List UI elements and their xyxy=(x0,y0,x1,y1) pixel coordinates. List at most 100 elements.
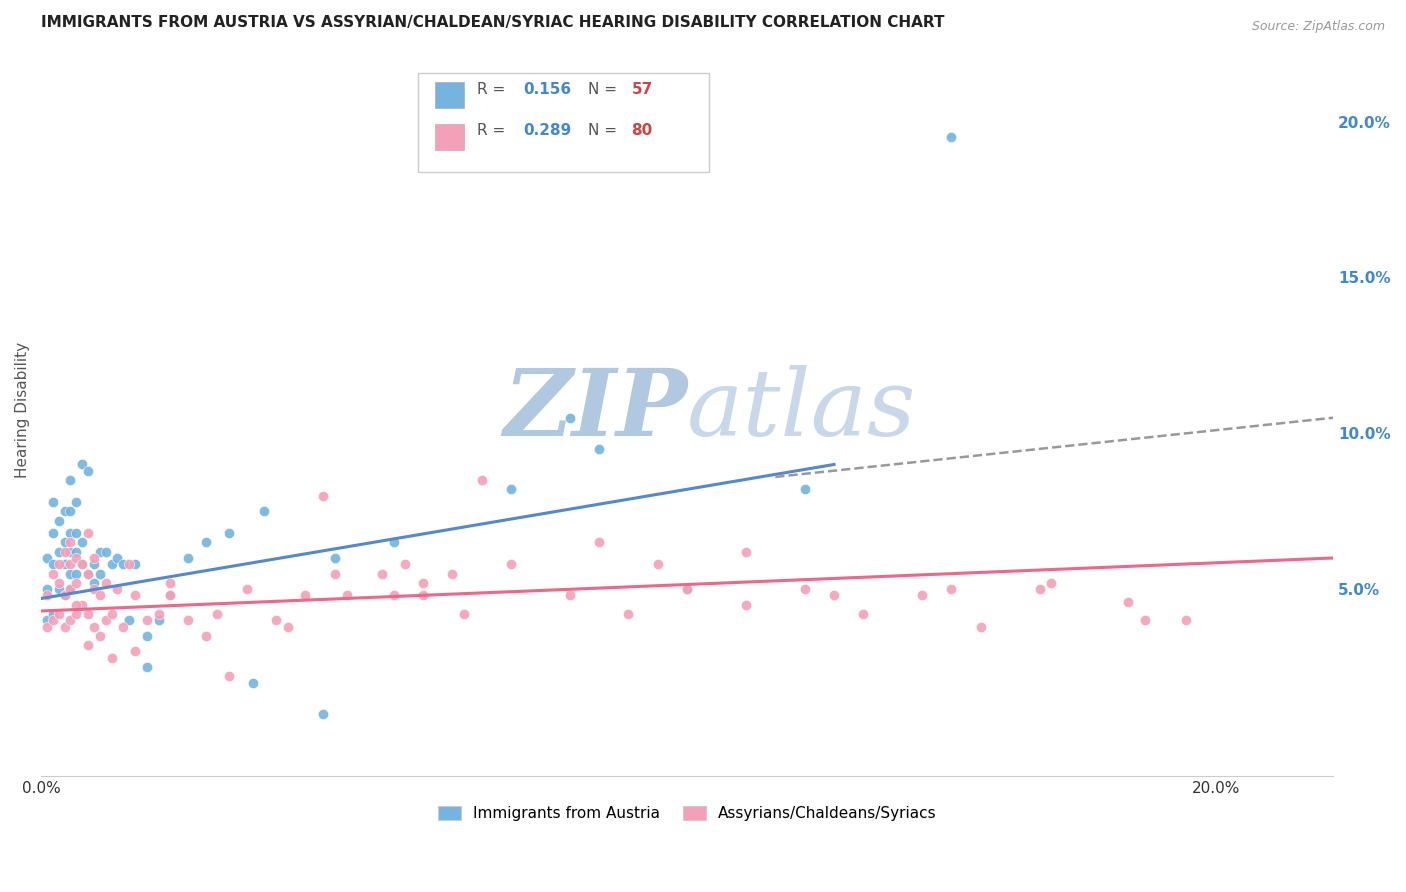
Point xyxy=(159,588,181,602)
Point xyxy=(676,582,699,596)
Text: 57: 57 xyxy=(631,81,652,96)
Point xyxy=(89,566,111,581)
Point xyxy=(371,566,394,581)
Text: IMMIGRANTS FROM AUSTRIA VS ASSYRIAN/CHALDEAN/SYRIAC HEARING DISABILITY CORRELATI: IMMIGRANTS FROM AUSTRIA VS ASSYRIAN/CHAL… xyxy=(41,15,945,30)
Text: 80: 80 xyxy=(631,123,652,138)
Point xyxy=(59,582,82,596)
Point xyxy=(970,619,993,633)
Y-axis label: Hearing Disability: Hearing Disability xyxy=(15,342,30,478)
Legend: Immigrants from Austria, Assyrians/Chaldeans/Syriacs: Immigrants from Austria, Assyrians/Chald… xyxy=(432,800,942,827)
Point xyxy=(89,588,111,602)
Point xyxy=(1135,613,1157,627)
Point xyxy=(59,526,82,541)
Point xyxy=(194,629,217,643)
Point xyxy=(148,607,170,621)
Point xyxy=(177,551,200,566)
Point xyxy=(177,613,200,627)
Point xyxy=(335,588,357,602)
FancyBboxPatch shape xyxy=(436,82,464,108)
Text: 0.156: 0.156 xyxy=(523,81,571,96)
Point xyxy=(453,607,475,621)
Point xyxy=(253,504,276,518)
Point xyxy=(42,566,65,581)
Point xyxy=(94,575,117,590)
Point xyxy=(94,613,117,627)
Point xyxy=(112,619,135,633)
Point xyxy=(323,566,346,581)
Text: N =: N = xyxy=(588,81,621,96)
Point xyxy=(48,514,70,528)
Point xyxy=(647,558,669,572)
Point xyxy=(941,130,963,145)
Point xyxy=(823,588,845,602)
Text: ZIP: ZIP xyxy=(503,365,688,455)
Point xyxy=(107,582,129,596)
Point xyxy=(53,619,76,633)
Point xyxy=(35,619,58,633)
Point xyxy=(235,582,257,596)
Point xyxy=(77,566,100,581)
Point xyxy=(42,558,65,572)
Point xyxy=(124,588,146,602)
Point xyxy=(53,558,76,572)
Point xyxy=(53,588,76,602)
Point xyxy=(59,558,82,572)
Point xyxy=(53,504,76,518)
Point xyxy=(42,495,65,509)
Point xyxy=(676,582,699,596)
Point xyxy=(194,535,217,549)
Point xyxy=(135,629,157,643)
Point xyxy=(148,613,170,627)
Point xyxy=(35,551,58,566)
Point xyxy=(941,582,963,596)
Point xyxy=(135,613,157,627)
Point xyxy=(218,526,240,541)
Point xyxy=(558,410,581,425)
Point xyxy=(83,575,105,590)
Point xyxy=(558,588,581,602)
Point xyxy=(65,607,87,621)
Point xyxy=(323,551,346,566)
Point xyxy=(59,613,82,627)
Point xyxy=(441,566,464,581)
Point xyxy=(124,558,146,572)
Point xyxy=(59,566,82,581)
Point xyxy=(53,535,76,549)
FancyBboxPatch shape xyxy=(436,123,464,150)
Point xyxy=(42,526,65,541)
Point xyxy=(1175,613,1198,627)
Point xyxy=(48,558,70,572)
Point xyxy=(48,545,70,559)
Point xyxy=(911,588,934,602)
Point xyxy=(135,660,157,674)
Point xyxy=(588,535,610,549)
Point xyxy=(35,613,58,627)
Point xyxy=(70,558,93,572)
Point xyxy=(382,588,405,602)
Point xyxy=(394,558,416,572)
Point xyxy=(264,613,287,627)
Point xyxy=(65,575,87,590)
Point xyxy=(59,582,82,596)
Point xyxy=(412,588,434,602)
Point xyxy=(124,644,146,658)
Point xyxy=(65,545,87,559)
Point xyxy=(77,526,100,541)
Point xyxy=(70,535,93,549)
Point xyxy=(77,638,100,652)
Point xyxy=(312,489,335,503)
Point xyxy=(83,582,105,596)
Point xyxy=(65,551,87,566)
Point xyxy=(59,535,82,549)
Text: R =: R = xyxy=(477,81,510,96)
Point xyxy=(35,588,58,602)
Point xyxy=(312,706,335,721)
Text: R =: R = xyxy=(477,123,510,138)
Point xyxy=(277,619,299,633)
Point xyxy=(65,598,87,612)
Point xyxy=(852,607,875,621)
Point xyxy=(118,613,141,627)
Point xyxy=(207,607,229,621)
Point xyxy=(1116,594,1139,608)
Point xyxy=(499,483,522,497)
